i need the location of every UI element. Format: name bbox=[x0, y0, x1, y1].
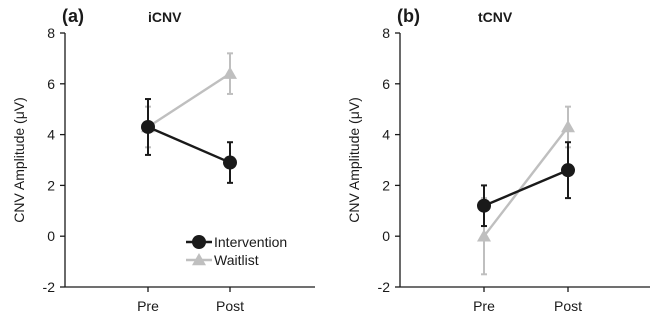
legend-item-intervention: Intervention bbox=[186, 234, 287, 250]
y-tick-label: 2 bbox=[47, 177, 55, 193]
x-tick-label: Post bbox=[216, 298, 244, 314]
legend-label: Waitlist bbox=[214, 252, 259, 268]
panel-label: (a) bbox=[62, 6, 84, 26]
y-tick-label: 2 bbox=[382, 177, 390, 193]
legend: Intervention Waitlist bbox=[186, 234, 287, 268]
data-point bbox=[223, 66, 237, 79]
y-tick-label: 0 bbox=[382, 228, 390, 244]
series-waitlist bbox=[477, 105, 575, 276]
data-point bbox=[477, 229, 491, 242]
series-intervention bbox=[477, 141, 575, 228]
chart-title: tCNV bbox=[478, 9, 513, 25]
data-point bbox=[477, 198, 491, 213]
panel-label: (b) bbox=[397, 6, 420, 26]
x-tick-label: Post bbox=[554, 298, 582, 314]
chart-panel-a: -2 0 2 4 6 8 Pre Post CNV Amplitude (μV) (a) iCNV I… bbox=[11, 6, 315, 314]
y-tick-label: 6 bbox=[47, 76, 55, 92]
chart-panel-b: -2 0 2 4 6 8 Pre Post CNV Amplitude (μV) (b) tCNV bbox=[346, 6, 650, 314]
y-tick-label: 4 bbox=[382, 127, 390, 143]
legend-swatch-marker bbox=[192, 253, 206, 266]
y-tick-label: -2 bbox=[378, 279, 391, 295]
y-tick-label: -2 bbox=[43, 279, 56, 295]
y-axis-label: CNV Amplitude (μV) bbox=[346, 97, 362, 223]
x-tick-label: Pre bbox=[137, 298, 159, 314]
legend-label: Intervention bbox=[214, 234, 287, 250]
series-intervention bbox=[141, 98, 237, 184]
series-line bbox=[483, 169, 569, 207]
y-tick-label: 0 bbox=[47, 228, 55, 244]
data-point bbox=[561, 119, 575, 133]
data-point bbox=[141, 119, 155, 134]
legend-item-waitlist: Waitlist bbox=[186, 252, 259, 268]
series-line bbox=[483, 126, 569, 237]
data-point bbox=[561, 163, 575, 178]
y-axis-label: CNV Amplitude (μV) bbox=[11, 97, 27, 223]
x-tick-label: Pre bbox=[473, 298, 495, 314]
y-tick-label: 4 bbox=[47, 127, 55, 143]
series-line bbox=[147, 125, 231, 164]
series-line bbox=[147, 72, 231, 128]
data-point bbox=[223, 155, 237, 170]
y-tick-label: 8 bbox=[382, 25, 390, 41]
series-waitlist bbox=[141, 52, 237, 149]
legend-swatch-marker bbox=[192, 235, 206, 249]
chart-title: iCNV bbox=[148, 9, 182, 25]
y-tick-label: 6 bbox=[382, 76, 390, 92]
y-tick-label: 8 bbox=[47, 25, 55, 41]
